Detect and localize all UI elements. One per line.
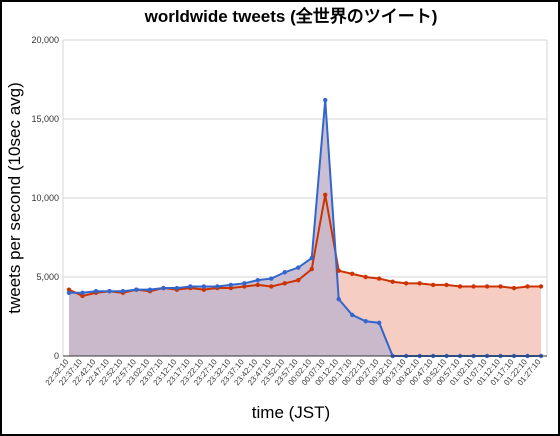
data-point bbox=[269, 276, 274, 281]
data-point bbox=[457, 284, 463, 289]
data-point bbox=[188, 284, 193, 289]
data-point bbox=[228, 285, 234, 291]
gridlines bbox=[62, 39, 548, 356]
data-point bbox=[120, 289, 126, 294]
data-point bbox=[93, 289, 99, 294]
data-point bbox=[350, 312, 355, 318]
data-point bbox=[134, 287, 139, 292]
y-tick-label: 15,000 bbox=[31, 114, 59, 124]
data-point bbox=[430, 282, 436, 288]
data-point bbox=[350, 271, 355, 277]
y-tick-labels: 0 5,000 10,000 15,000 20,000 bbox=[31, 35, 59, 361]
data-point bbox=[107, 289, 112, 294]
data-point bbox=[336, 268, 341, 273]
data-point bbox=[498, 284, 503, 289]
data-point bbox=[282, 281, 287, 286]
series-line-1 bbox=[68, 194, 541, 298]
data-point bbox=[484, 284, 490, 289]
data-point bbox=[417, 281, 422, 286]
y-axis-label: tweets per second (10sec avg) bbox=[5, 82, 24, 314]
data-point bbox=[215, 284, 220, 289]
data-point bbox=[201, 287, 207, 292]
data-point bbox=[309, 255, 314, 261]
data-point bbox=[363, 274, 368, 280]
data-point bbox=[255, 277, 260, 283]
y-tick-label: 5,000 bbox=[36, 272, 59, 282]
data-point bbox=[242, 284, 247, 289]
data-point bbox=[161, 285, 166, 291]
data-point bbox=[471, 284, 476, 289]
data-point bbox=[66, 287, 72, 292]
data-point bbox=[255, 282, 260, 288]
data-point bbox=[296, 265, 301, 270]
data-point bbox=[147, 287, 153, 292]
data-point bbox=[296, 277, 301, 283]
data-point bbox=[376, 276, 382, 281]
y-tick-label: 10,000 bbox=[31, 193, 59, 203]
data-point bbox=[336, 296, 341, 302]
data-point bbox=[538, 284, 544, 289]
data-point bbox=[376, 320, 382, 326]
data-point bbox=[80, 290, 85, 295]
data-point bbox=[390, 279, 395, 284]
data-point bbox=[323, 97, 328, 103]
data-point bbox=[511, 285, 517, 291]
series-area-2 bbox=[69, 100, 541, 356]
chart-title: worldwide tweets (全世界のツイート) bbox=[144, 6, 438, 26]
y-tick-label: 0 bbox=[54, 351, 59, 361]
data-point bbox=[403, 281, 409, 286]
series-points bbox=[66, 97, 544, 359]
data-point bbox=[269, 284, 274, 289]
data-point bbox=[309, 266, 314, 272]
data-point bbox=[525, 284, 530, 289]
data-point bbox=[363, 319, 368, 324]
data-point bbox=[282, 270, 287, 275]
data-point bbox=[242, 281, 247, 286]
data-point bbox=[444, 282, 449, 288]
data-point bbox=[80, 293, 85, 299]
data-point bbox=[323, 192, 328, 198]
data-point bbox=[228, 282, 234, 288]
x-axis-label: time (JST) bbox=[252, 403, 330, 422]
data-point bbox=[201, 284, 207, 289]
data-point bbox=[174, 285, 180, 291]
data-point bbox=[66, 290, 72, 295]
y-tick-label: 20,000 bbox=[31, 35, 59, 45]
